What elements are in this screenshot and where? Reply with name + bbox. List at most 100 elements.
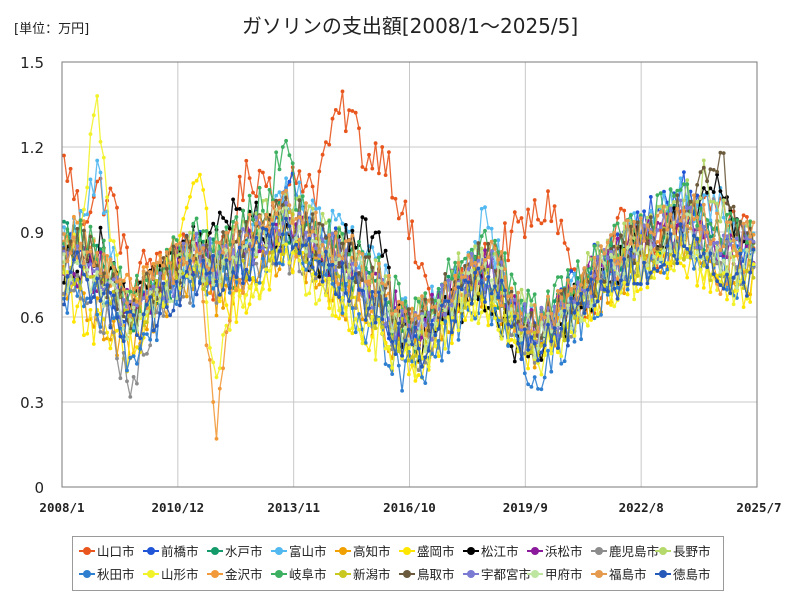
data-point (579, 291, 583, 296)
data-point (688, 205, 693, 210)
data-point (486, 316, 491, 321)
data-point (648, 270, 653, 275)
data-point (735, 236, 739, 241)
data-point (108, 257, 113, 262)
data-point (168, 285, 173, 290)
data-point (572, 316, 577, 320)
data-point (280, 203, 285, 207)
data-point (280, 221, 285, 226)
data-point (668, 249, 673, 254)
data-point (721, 286, 726, 291)
data-point (85, 258, 90, 262)
legend-marker-icon (527, 546, 543, 556)
data-point (728, 211, 733, 216)
data-point (512, 339, 517, 343)
y-tick-label: 1.5 (20, 54, 44, 72)
data-point (396, 281, 401, 286)
data-point (546, 348, 550, 353)
data-point (201, 299, 206, 304)
legend-label: 水戸市 (225, 544, 263, 559)
data-point (257, 296, 262, 301)
data-point (91, 342, 96, 346)
data-point (423, 323, 428, 328)
data-point (151, 284, 156, 289)
data-point (479, 297, 484, 302)
data-point (95, 270, 100, 275)
legend-item: 宇都宮市 (463, 564, 531, 583)
data-point (214, 436, 219, 441)
series-18 (62, 206, 756, 360)
data-point (406, 236, 411, 241)
chart-title: ガソリンの支出額[2008/1～2025/5] (242, 14, 578, 38)
data-point (682, 264, 686, 268)
data-point (277, 190, 282, 195)
data-point (436, 312, 441, 317)
data-point (350, 261, 355, 266)
data-point (95, 179, 100, 184)
data-point (294, 242, 298, 247)
data-point (141, 353, 146, 357)
data-point (413, 346, 418, 350)
data-point (333, 226, 338, 231)
data-point (164, 250, 169, 255)
data-point (118, 334, 123, 339)
data-point (290, 246, 295, 250)
data-point (380, 281, 385, 286)
data-point (98, 271, 103, 276)
data-point (317, 282, 322, 287)
data-point (161, 281, 166, 286)
data-point (244, 220, 249, 224)
data-point (672, 268, 676, 273)
data-point (536, 329, 540, 334)
data-point (711, 190, 716, 195)
data-point (277, 261, 282, 265)
data-point (496, 328, 501, 332)
data-point (393, 352, 398, 356)
data-point (324, 236, 328, 240)
data-point (605, 301, 610, 305)
data-point (745, 248, 749, 252)
data-point (145, 262, 149, 267)
data-point (410, 306, 414, 311)
data-point (111, 193, 116, 198)
data-point (227, 242, 232, 247)
data-point (632, 261, 637, 266)
data-point (101, 331, 106, 336)
data-point (224, 330, 229, 335)
data-point (280, 262, 285, 267)
data-point (532, 355, 537, 360)
data-point (662, 262, 666, 267)
data-point (725, 234, 729, 239)
data-point (748, 234, 753, 239)
data-point (509, 286, 514, 291)
data-point (479, 265, 484, 270)
data-point (231, 220, 236, 224)
data-point (135, 303, 139, 308)
data-point (85, 267, 90, 272)
data-point (234, 221, 239, 225)
data-point (708, 251, 713, 256)
legend-label: 甲府市 (545, 567, 583, 582)
data-point (82, 291, 86, 295)
data-point (75, 269, 80, 274)
data-point (665, 267, 670, 272)
data-point (572, 339, 577, 344)
data-point (741, 280, 746, 285)
data-point (353, 272, 358, 276)
data-point (138, 301, 143, 306)
data-point (264, 267, 269, 272)
data-point (333, 292, 338, 296)
data-point (675, 193, 680, 198)
data-point (310, 198, 315, 203)
data-point (211, 360, 216, 365)
data-point (701, 193, 706, 198)
data-point (101, 304, 106, 308)
data-point (231, 255, 236, 260)
data-point (446, 350, 451, 355)
data-point (529, 329, 534, 333)
data-point (390, 312, 395, 316)
data-point (420, 262, 424, 266)
data-point (72, 288, 76, 293)
data-point (602, 287, 607, 292)
data-point (131, 328, 136, 333)
